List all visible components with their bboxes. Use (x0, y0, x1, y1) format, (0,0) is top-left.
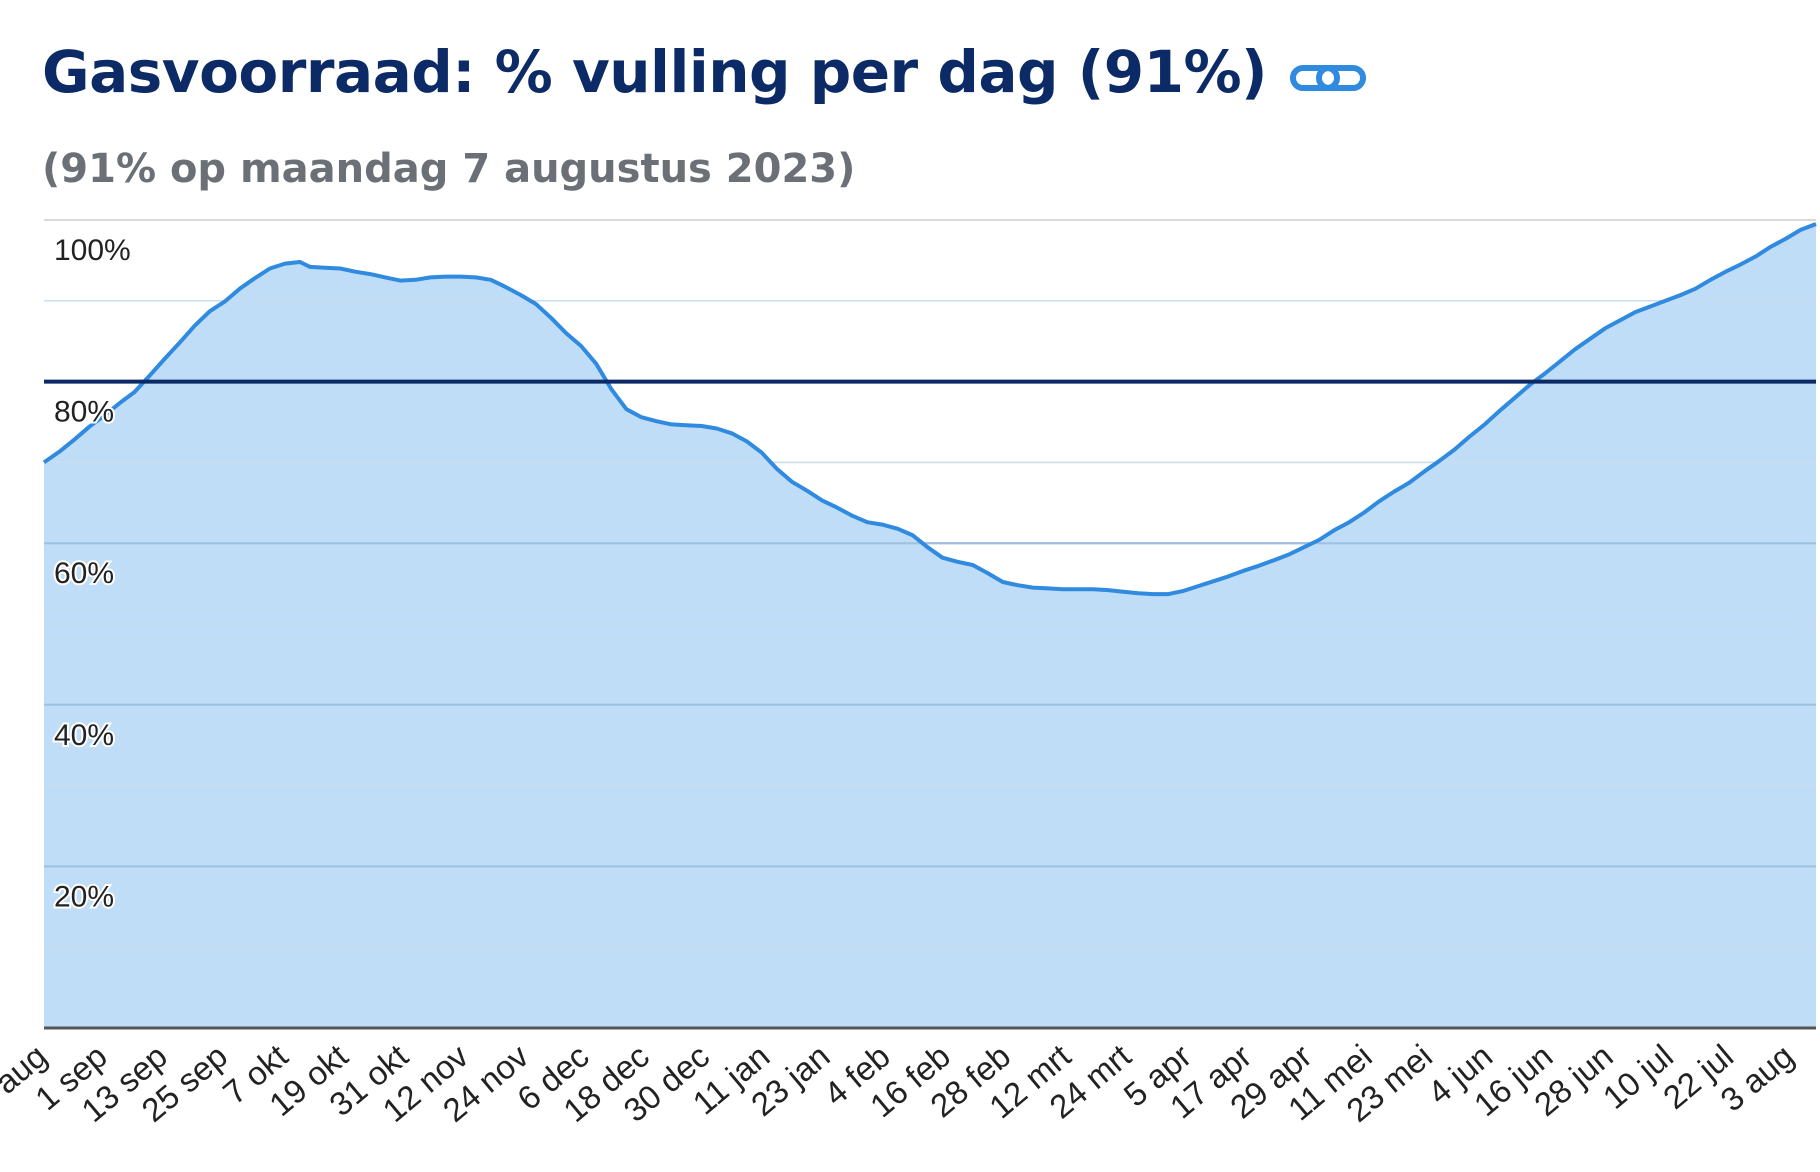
area-layer (42, 222, 1817, 1030)
link-icon[interactable] (1289, 57, 1369, 102)
y-axis: 100% 80% 60% 40% 20% (52, 232, 133, 915)
area-fill (44, 224, 1816, 1028)
y-tick-label: 40% (54, 719, 114, 752)
series-line (42, 222, 1817, 597)
title-row: Gasvoorraad: % vulling per dag (91%) (42, 38, 1369, 106)
y-tick-label: 80% (54, 396, 114, 429)
y-tick-label: 60% (54, 557, 114, 590)
link-icon-graphic (1290, 64, 1367, 91)
y-tick-label: 20% (54, 880, 114, 913)
page-subtitle: (91% op maandag 7 augustus 2023) (42, 146, 856, 192)
y-tick-label: 100% (54, 234, 131, 267)
page-title: Gasvoorraad: % vulling per dag (91%) (42, 38, 1268, 106)
x-tick-label: 10 jul (1596, 1037, 1680, 1116)
